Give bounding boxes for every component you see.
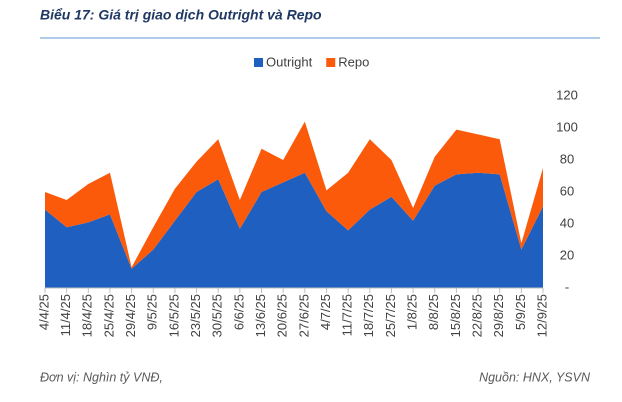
- source-note: Nguồn: HNX, YSVN: [479, 370, 591, 384]
- x-tick-label: 11/7/25: [340, 294, 355, 336]
- x-tick-label: 29/4/25: [123, 294, 138, 337]
- x-tick-label: 23/5/25: [188, 294, 203, 337]
- x-tick-label: 18/4/25: [80, 294, 95, 337]
- legend-label: Outright: [266, 54, 313, 69]
- y-tick-label: 40: [560, 215, 574, 230]
- x-tick-label: 30/5/25: [210, 294, 225, 337]
- x-tick-label: 6/6/25: [231, 294, 246, 330]
- unit-note: Đơn vị: Nghìn tỷ VNĐ,: [40, 370, 163, 384]
- area: [45, 121, 543, 269]
- y-tick-label: 120: [556, 87, 578, 102]
- x-tick-label: 15/8/25: [448, 294, 463, 337]
- y-tick-label: -: [565, 279, 569, 294]
- x-tick-label: 20/6/25: [275, 294, 290, 337]
- y-tick-label: 20: [560, 247, 574, 262]
- x-tick-label: 27/6/25: [296, 294, 311, 337]
- x-tick-label: 1/8/25: [405, 294, 420, 330]
- x-tick-label: 4/4/25: [36, 294, 51, 330]
- x-tick-label: 12/9/25: [534, 294, 549, 337]
- legend-swatch: [326, 58, 336, 67]
- chart-title: Biểu 17: Giá trị giao dịch Outright và R…: [40, 7, 322, 23]
- x-tick-label: 9/5/25: [145, 294, 160, 330]
- x-tick-label: 22/8/25: [469, 294, 484, 337]
- x-tick-label: 13/6/25: [253, 294, 268, 337]
- y-tick-label: 80: [560, 151, 574, 166]
- x-tick-label: 5/9/25: [513, 294, 528, 330]
- x-tick-label: 25/4/25: [101, 294, 116, 337]
- y-tick-label: 60: [560, 183, 574, 198]
- x-tick-label: 18/7/25: [361, 294, 376, 337]
- x-tick-label: 29/8/25: [491, 294, 506, 337]
- legend-swatch: [254, 58, 263, 67]
- x-tick-label: 4/7/25: [318, 294, 333, 330]
- area: [45, 172, 543, 288]
- y-tick-label: 100: [556, 119, 578, 134]
- x-tick-label: 25/7/25: [383, 294, 398, 337]
- x-tick-label: 16/5/25: [166, 294, 181, 337]
- legend-label: Repo: [338, 54, 369, 69]
- x-tick-label: 11/4/25: [58, 294, 73, 336]
- x-tick-label: 8/8/25: [426, 294, 441, 330]
